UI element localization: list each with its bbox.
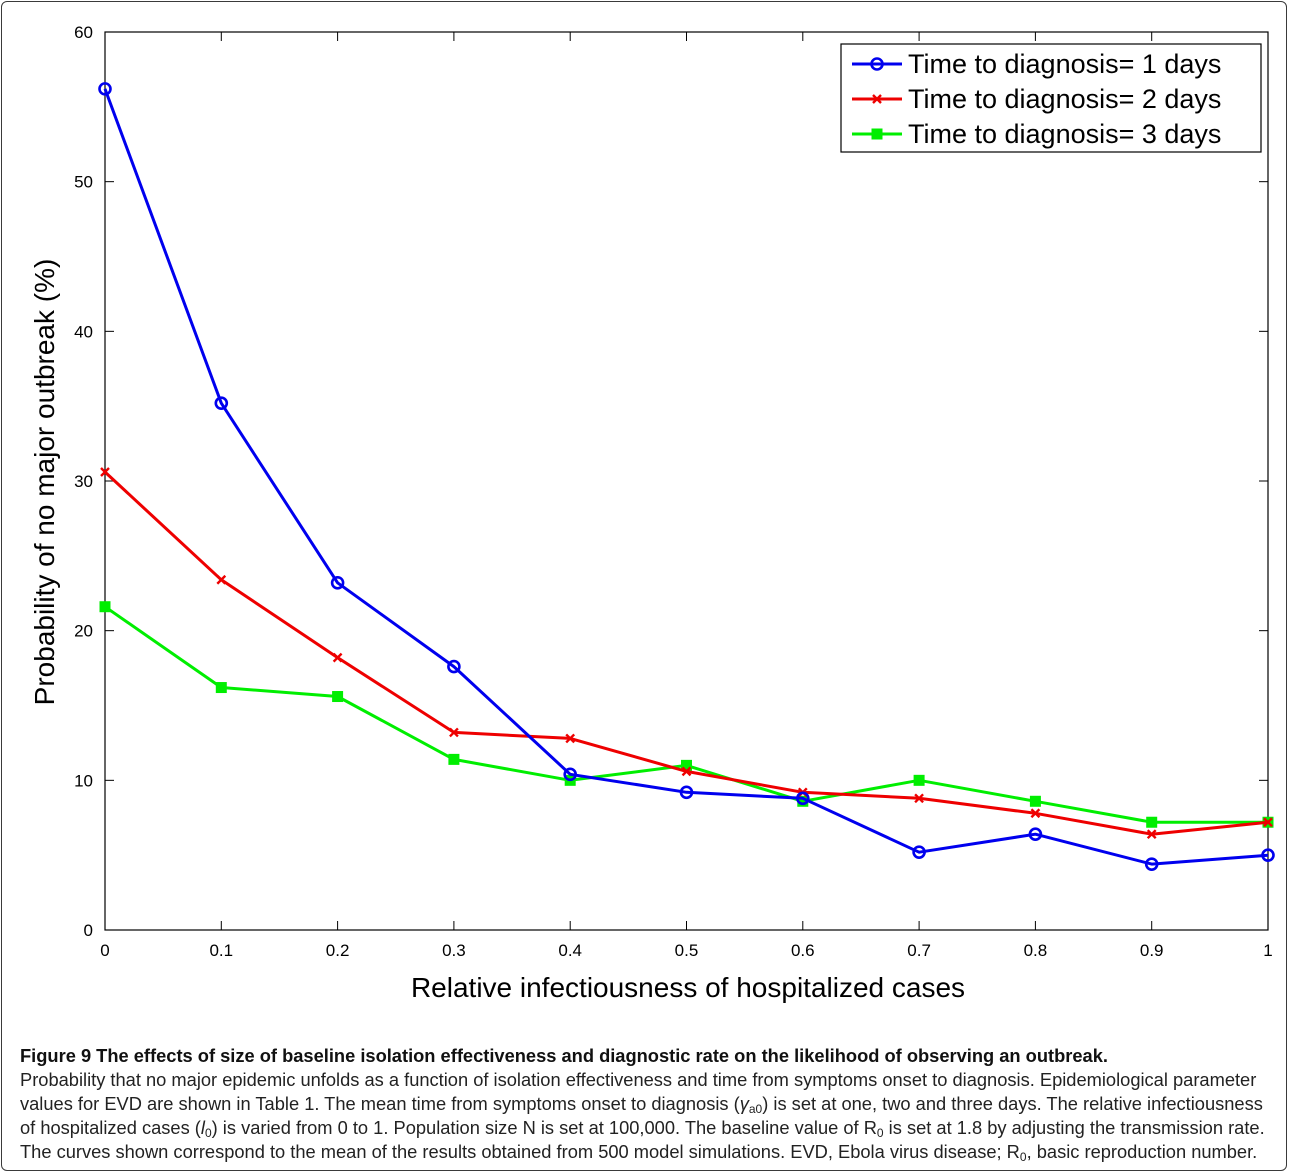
data-point-series-2: [100, 467, 110, 477]
y-tick-label: 10: [74, 771, 93, 790]
y-tick-label: 20: [74, 622, 93, 641]
caption-text-2: ) is set at one, two and three days. The…: [20, 1093, 1263, 1138]
data-point-series-1: [1144, 857, 1159, 871]
data-point-series-3: [448, 753, 460, 765]
x-tick-label: 0.6: [791, 941, 815, 960]
x-tick-label: 0.9: [1140, 941, 1164, 960]
data-point-series-2: [449, 727, 459, 738]
legend-label-1: Time to diagnosis= 1 days: [908, 49, 1221, 79]
x-tick-label: 0: [100, 941, 109, 960]
data-point-series-2: [565, 733, 576, 744]
data-point-series-3: [913, 774, 925, 786]
caption-text-5: , basic reproduction number.: [1026, 1141, 1258, 1162]
data-point-series-2: [1146, 829, 1157, 840]
caption-text-1: Probability that no major epidemic unfol…: [20, 1069, 1257, 1114]
data-point-series-2: [914, 793, 924, 804]
data-point-series-2: [1263, 817, 1273, 828]
data-point-series-1: [679, 785, 694, 800]
data-point-series-1: [912, 845, 926, 859]
series-line-1: [103, 88, 1269, 866]
data-point-series-3: [1146, 816, 1158, 828]
plot-area: [104, 31, 1269, 931]
data-point-series-1: [1261, 848, 1275, 862]
y-tick-label: 0: [84, 921, 93, 940]
legend-marker-1: [870, 57, 884, 71]
r0-subscript-2: 0: [1019, 1150, 1027, 1164]
ticks-layer: 0 0.1 0.2 0.3 0.4 0.5 0.6 0.7 0.8 0.9 101020304050…: [74, 23, 1273, 960]
legend: Time to diagnosis= 1 days Time to diagnos…: [840, 43, 1262, 153]
y-tick-label: 30: [74, 472, 93, 491]
l-subscript: 0: [204, 1126, 212, 1140]
y-axis-label: Probability of no major outbreak (%): [29, 259, 60, 706]
l-symbol: l: [200, 1117, 205, 1138]
data-point-series-2: [332, 652, 343, 663]
line-chart: 0 0.1 0.2 0.3 0.4 0.5 0.6 0.7 0.8 0.9 101020304050…: [29, 23, 1275, 1003]
data-point-series-1: [447, 659, 461, 674]
x-tick-label: 0.7: [907, 941, 931, 960]
r0-subscript: 0: [876, 1126, 884, 1140]
figure-caption: Figure 9 The effects of size of baseline…: [20, 1044, 1278, 1164]
x-tick-label: 0.2: [326, 941, 350, 960]
legend-label-2: Time to diagnosis= 2 days: [908, 84, 1221, 114]
legend-marker-2: [872, 94, 882, 104]
data-point-series-1: [1028, 827, 1043, 842]
legend-marker-3: [871, 128, 883, 140]
x-tick-label: 0.4: [558, 941, 582, 960]
x-tick-label: 0.1: [209, 941, 233, 960]
data-point-series-3: [99, 601, 111, 613]
data-point-series-2: [1030, 808, 1041, 819]
gamma-subscript: a0: [748, 1102, 763, 1116]
data-point-series-1: [214, 396, 229, 410]
data-point-series-1: [330, 575, 345, 590]
data-point-series-1: [563, 767, 578, 782]
y-tick-label: 40: [74, 322, 93, 341]
data-point-series-3: [1029, 795, 1041, 807]
caption-title: Figure 9 The effects of size of baseline…: [20, 1045, 1108, 1066]
data-point-series-3: [332, 691, 344, 703]
data-point-series-2: [681, 766, 692, 777]
x-tick-label: 1: [1263, 941, 1272, 960]
y-tick-label: 60: [74, 23, 93, 42]
x-tick-label: 0.5: [675, 941, 699, 960]
data-point-series-3: [215, 682, 227, 694]
legend-box: [840, 43, 1262, 153]
caption-text-4: is set at 1.8 by adjusting the transmiss…: [20, 1117, 1265, 1162]
x-axis-label: Relative infectiousness of hospitalized …: [411, 972, 965, 1003]
data-point-series-1: [98, 82, 112, 96]
series-layer: [98, 82, 1275, 871]
gamma-symbol: γ: [739, 1093, 749, 1114]
caption-text-3: ) is varied from 0 to 1. Population size…: [211, 1117, 877, 1138]
y-tick-label: 50: [74, 173, 93, 192]
data-point-series-2: [216, 574, 227, 585]
x-tick-label: 0.8: [1024, 941, 1048, 960]
x-tick-label: 0.3: [442, 941, 466, 960]
data-point-series-1: [795, 791, 810, 806]
legend-label-3: Time to diagnosis= 3 days: [908, 119, 1221, 149]
